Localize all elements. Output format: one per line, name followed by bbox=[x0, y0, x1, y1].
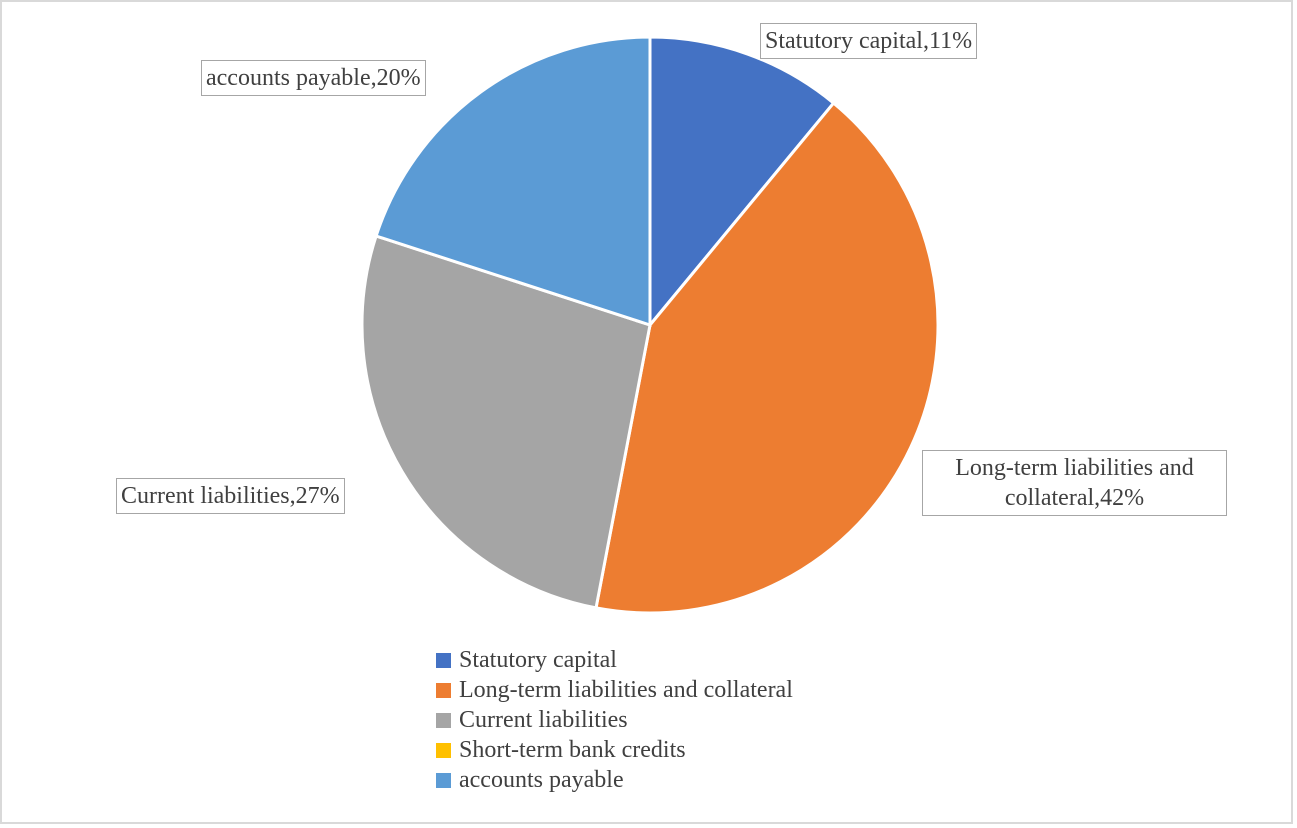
legend-item-accounts-payable: accounts payable bbox=[436, 765, 793, 795]
legend: Statutory capital Long-term liabilities … bbox=[436, 645, 793, 795]
legend-label: Current liabilities bbox=[459, 706, 628, 733]
legend-label: Long-term liabilities and collateral bbox=[459, 676, 793, 703]
legend-label: accounts payable bbox=[459, 766, 624, 793]
legend-swatch bbox=[436, 742, 451, 758]
pie-slice-accounts-payable bbox=[374, 35, 652, 328]
pie-slice-statutory-capital bbox=[648, 35, 836, 330]
legend-item-short-term-bank-credits: Short-term bank credits bbox=[436, 735, 793, 765]
pie-slice-current-liabilities bbox=[360, 234, 652, 610]
data-label-current-liabilities: Current liabilities,27% bbox=[116, 478, 345, 514]
legend-swatch bbox=[436, 772, 451, 788]
legend-swatch bbox=[436, 652, 451, 668]
legend-label: Statutory capital bbox=[459, 646, 617, 673]
legend-swatch bbox=[436, 712, 451, 728]
legend-item-statutory-capital: Statutory capital bbox=[436, 645, 793, 675]
legend-item-long-term-liabilities: Long-term liabilities and collateral bbox=[436, 675, 793, 705]
legend-label: Short-term bank credits bbox=[459, 736, 686, 763]
data-label-statutory-capital: Statutory capital,11% bbox=[760, 23, 978, 59]
pie-slice-long-term-liabilities-and-collateral bbox=[594, 100, 940, 615]
data-label-long-term-liabilities: Long-term liabilities and collateral,42% bbox=[922, 450, 1227, 516]
data-label-accounts-payable: accounts payable,20% bbox=[201, 60, 426, 96]
legend-item-current-liabilities: Current liabilities bbox=[436, 705, 793, 735]
legend-swatch bbox=[436, 682, 451, 698]
